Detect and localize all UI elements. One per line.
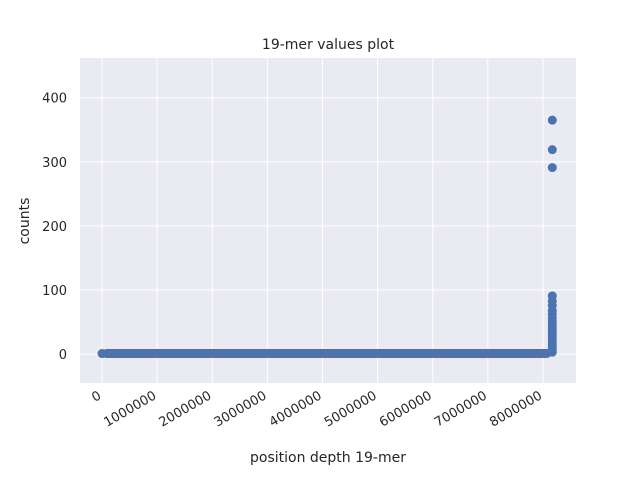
x-tick-label: 2000000 <box>157 388 215 430</box>
x-tick-label: 7000000 <box>432 388 490 430</box>
data-point <box>547 115 557 125</box>
baseline-band <box>102 349 552 359</box>
x-tick-label: 5000000 <box>322 388 380 430</box>
x-tick-label: 3000000 <box>212 388 270 430</box>
x-axis-label: position depth 19-mer <box>250 450 406 466</box>
grid-lines <box>80 58 576 383</box>
baseline-points <box>102 349 552 359</box>
y-tick-label: 200 <box>42 220 67 235</box>
x-tick-label: 0 <box>89 388 104 405</box>
plot-background <box>80 58 576 383</box>
y-tick-label: 100 <box>42 284 67 299</box>
x-tick-label: 8000000 <box>487 388 545 430</box>
chart-title: 19-mer values plot <box>262 37 395 53</box>
data-point <box>547 163 557 173</box>
data-point <box>97 349 107 359</box>
x-tick-label: 6000000 <box>377 388 435 430</box>
y-tick-label: 400 <box>42 92 67 107</box>
y-tick-label: 0 <box>59 348 67 363</box>
data-point <box>547 145 557 155</box>
y-axis-label: counts <box>17 198 33 245</box>
data-points <box>97 115 557 359</box>
y-axis-ticks: 0 100 200 300 400 <box>42 92 67 363</box>
x-tick-label: 1000000 <box>102 388 160 430</box>
y-tick-label: 300 <box>42 156 67 171</box>
data-point <box>547 347 557 357</box>
x-tick-label: 4000000 <box>267 388 325 430</box>
x-axis-ticks: 0100000020000003000000400000050000006000… <box>89 388 545 430</box>
